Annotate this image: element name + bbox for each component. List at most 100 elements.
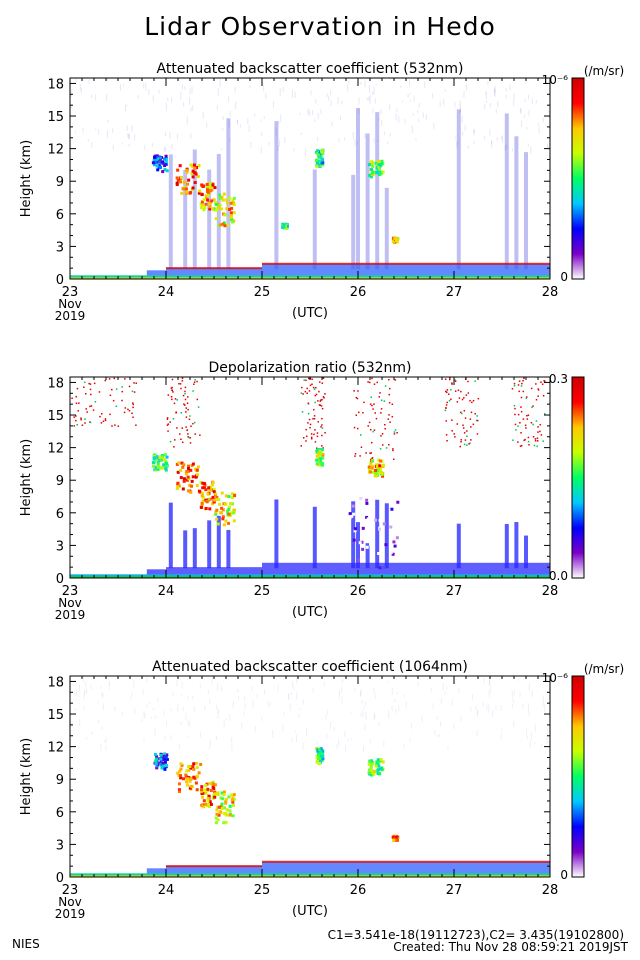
noise-speck	[229, 137, 231, 142]
noise-speck	[387, 141, 389, 145]
colorbar-min-label: 0.0	[549, 569, 568, 583]
noise-dot	[84, 422, 86, 424]
cloud-cell	[194, 761, 198, 765]
cloud-cell	[200, 785, 204, 789]
noise-speck	[526, 126, 528, 130]
noise-dot	[104, 379, 107, 382]
noise-speck	[356, 141, 358, 144]
noise-dot	[531, 406, 533, 409]
noise-dot	[542, 440, 544, 442]
cloud-cell	[186, 464, 190, 468]
cloud-cell	[203, 206, 207, 210]
noise-dot	[171, 398, 173, 401]
cloud-cell	[185, 478, 189, 482]
noise-dot	[320, 405, 323, 407]
noise-dot	[321, 417, 323, 420]
noise-dot	[375, 417, 378, 420]
noise-speck	[388, 681, 390, 684]
cloud-cell	[373, 518, 377, 522]
noise-dot	[321, 445, 323, 447]
noise-speck	[112, 144, 114, 150]
noise-dot	[315, 393, 318, 396]
noise-speck	[298, 713, 300, 718]
cloud-cell	[230, 511, 234, 515]
noise-speck	[152, 95, 154, 102]
noise-dot	[312, 386, 315, 389]
cloud-cell	[224, 801, 228, 805]
noise-speck	[114, 706, 116, 712]
noise-dot	[542, 395, 545, 397]
noise-speck	[407, 94, 409, 98]
noise-dot	[362, 411, 364, 414]
cloud-cell	[192, 762, 196, 766]
noise-speck	[74, 708, 76, 711]
noise-dot	[392, 449, 394, 452]
cloud-cell	[224, 494, 228, 498]
noise-dot	[393, 431, 396, 433]
noise-speck	[133, 680, 135, 688]
cloud-cell	[381, 463, 385, 467]
cloud-cell	[154, 465, 158, 469]
noise-dot	[536, 440, 539, 442]
noise-speck	[493, 87, 495, 96]
cloud-cell	[229, 216, 233, 220]
cloud-cell	[201, 499, 205, 503]
noise-dot	[539, 423, 542, 426]
cloud-cell	[165, 757, 169, 761]
cloud-cell	[377, 173, 381, 177]
noise-speck	[300, 132, 302, 135]
noise-speck	[143, 83, 145, 89]
noise-speck	[467, 145, 469, 150]
boundary-layer-band	[146, 569, 166, 578]
cloud-cell	[230, 798, 234, 802]
noise-speck	[526, 734, 528, 739]
cloud-cell	[185, 190, 189, 194]
noise-speck	[279, 88, 281, 97]
cloud-cell	[282, 225, 286, 229]
cloud-cell	[232, 803, 236, 807]
noise-dot	[523, 377, 525, 379]
noise-dot	[445, 407, 447, 409]
noise-speck	[459, 100, 461, 106]
cloud-cell	[214, 208, 218, 212]
cloud-cell	[220, 491, 224, 495]
cloud-cell	[157, 757, 161, 761]
noise-dot	[468, 443, 470, 445]
cloud-cell	[380, 159, 384, 163]
noise-dot	[307, 412, 310, 415]
cloud-cell	[200, 494, 204, 498]
cloud-cell	[319, 453, 323, 457]
cloud-cell	[370, 466, 374, 470]
cloud-cell	[189, 468, 193, 472]
noise-speck	[447, 745, 449, 750]
cloud-cell	[353, 529, 357, 533]
noise-dot	[300, 392, 303, 394]
noise-speck	[165, 146, 167, 152]
cloud-cell	[377, 772, 381, 776]
noise-dot	[464, 439, 467, 441]
noise-speck	[202, 111, 204, 119]
cloud-cell	[155, 766, 159, 770]
noise-dot	[373, 383, 376, 385]
cloud-cell	[389, 560, 393, 564]
noise-speck	[163, 710, 165, 716]
noise-speck	[462, 131, 464, 136]
noise-dot	[354, 455, 356, 457]
noise-dot	[520, 385, 523, 387]
cloud-cell	[371, 470, 375, 474]
noise-dot	[461, 398, 464, 401]
noise-speck	[169, 131, 171, 139]
noise-speck	[513, 93, 515, 101]
noise-dot	[324, 393, 326, 395]
cloud-cell	[185, 780, 189, 784]
noise-dot	[124, 378, 126, 380]
noise-speck	[534, 724, 536, 732]
cloud-cell	[196, 473, 200, 477]
noise-dot	[184, 404, 186, 406]
cloud-cell	[357, 558, 361, 562]
noise-speck	[425, 114, 427, 121]
cloud-cell	[195, 788, 199, 792]
precip-column	[226, 529, 231, 569]
cloud-cell	[318, 449, 322, 453]
noise-dot	[192, 390, 194, 392]
